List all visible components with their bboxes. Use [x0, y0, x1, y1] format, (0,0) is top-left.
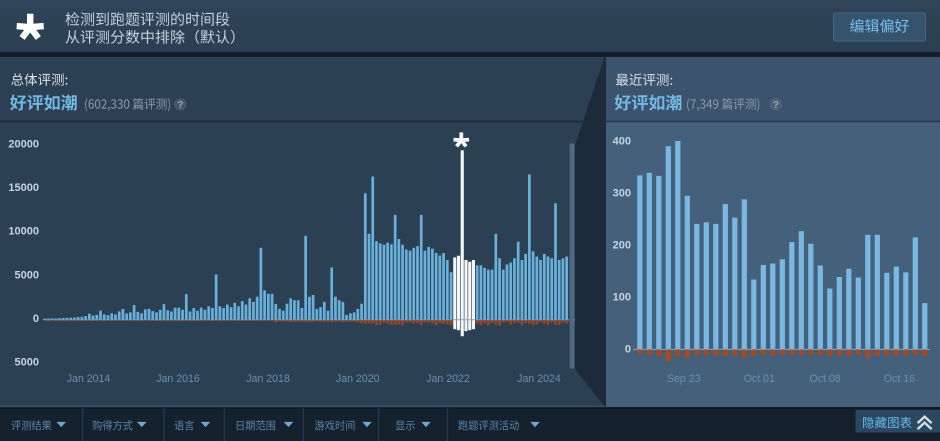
svg-text:100: 100 [613, 292, 631, 304]
svg-text:Jan 2022: Jan 2022 [426, 373, 470, 385]
svg-text:?: ? [177, 100, 183, 111]
svg-text:Oct 08: Oct 08 [809, 373, 840, 385]
svg-text:0: 0 [625, 344, 631, 356]
svg-text:20000: 20000 [8, 138, 39, 150]
svg-text:Jan 2014: Jan 2014 [67, 373, 111, 385]
svg-text:?: ? [773, 100, 779, 111]
svg-text:5000: 5000 [15, 269, 39, 281]
svg-text:Jan 2016: Jan 2016 [156, 373, 200, 385]
svg-text:Jan 2024: Jan 2024 [517, 373, 561, 385]
svg-text:15000: 15000 [8, 182, 39, 194]
svg-text:200: 200 [613, 240, 631, 252]
svg-text:5000: 5000 [15, 357, 39, 369]
svg-text:Jan 2018: Jan 2018 [246, 373, 290, 385]
svg-text:Sep 23: Sep 23 [667, 373, 701, 385]
svg-text:Oct 16: Oct 16 [884, 373, 915, 385]
svg-text:Oct 01: Oct 01 [744, 373, 775, 385]
svg-text:300: 300 [613, 187, 631, 199]
svg-text:400: 400 [613, 135, 631, 147]
svg-text:Jan 2020: Jan 2020 [336, 373, 380, 385]
svg-text:0: 0 [33, 313, 39, 325]
svg-text:10000: 10000 [8, 226, 39, 238]
